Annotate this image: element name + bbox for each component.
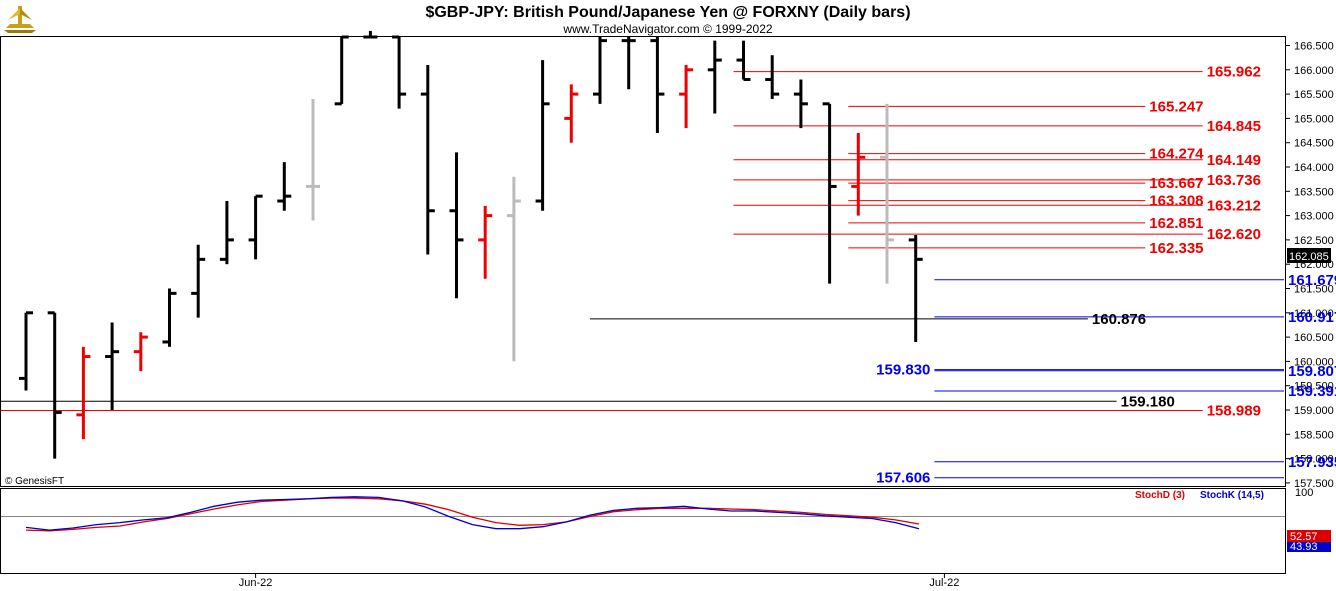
level-label: 164.845 <box>1207 118 1261 135</box>
price-tick-label: 159.500 <box>1294 381 1334 393</box>
stochd-legend: StochD (3) <box>1135 490 1185 501</box>
price-tick-label: 157.500 <box>1294 478 1334 490</box>
price-tick-label: 162.500 <box>1294 235 1334 247</box>
stochd-value-tag: 52.57 <box>1290 531 1318 543</box>
price-tick-label: 166.000 <box>1294 65 1334 77</box>
stoch-panel-frame <box>0 488 1286 574</box>
date-axis: Jun-22 Jul-22 <box>239 574 959 589</box>
price-tick-label: 160.000 <box>1294 356 1334 368</box>
chart-title: $GBP-JPY: British Pound/Japanese Yen @ F… <box>425 4 910 21</box>
price-tick-label: 163.000 <box>1294 211 1334 223</box>
level-label: 162.620 <box>1207 226 1261 243</box>
price-tick-label: 165.000 <box>1294 113 1334 125</box>
level-label: 157.935 <box>1288 454 1336 471</box>
stochk-value-tag-bg <box>1287 540 1331 552</box>
level-label: 162.851 <box>1149 215 1203 232</box>
date-tick-label: Jun-22 <box>239 577 273 589</box>
level-label: 159.830 <box>876 362 930 379</box>
level-label: 163.667 <box>1149 175 1203 192</box>
level-label: 164.274 <box>1149 146 1204 163</box>
level-label: 159.807 <box>1288 363 1336 380</box>
price-tick-label: 159.000 <box>1294 405 1334 417</box>
price-tick-label: 161.500 <box>1294 284 1334 296</box>
level-label: 159.391 <box>1288 383 1336 400</box>
stoch-series-line <box>25 496 920 531</box>
level-label: 165.247 <box>1149 98 1203 115</box>
watermark: © GenesisFT <box>5 476 64 487</box>
level-label: 160.876 <box>1092 311 1146 328</box>
level-label: 158.989 <box>1207 403 1261 420</box>
price-tick-label: 158.000 <box>1294 454 1334 466</box>
level-label: 163.736 <box>1207 172 1261 189</box>
price-bars <box>19 30 923 459</box>
level-label: 163.308 <box>1149 193 1203 210</box>
date-tick-label: Jul-22 <box>929 577 959 589</box>
price-tick-label: 165.500 <box>1294 89 1334 101</box>
stoch-lines <box>25 496 920 532</box>
level-label: 162.335 <box>1149 240 1203 257</box>
last-price-tag-bg <box>1287 248 1331 263</box>
price-tick-label: 161.000 <box>1294 308 1334 320</box>
price-tick-label: 163.500 <box>1294 186 1334 198</box>
level-label: 157.606 <box>876 470 930 487</box>
chart-logo <box>4 6 36 33</box>
chart-subtitle: www.TradeNavigator.com © 1999-2022 <box>562 22 772 36</box>
price-tick-label: 166.500 <box>1294 41 1334 53</box>
level-label: 159.180 <box>1121 393 1175 410</box>
stochk-legend: StochK (14,5) <box>1200 490 1264 501</box>
price-tick-label: 164.500 <box>1294 138 1334 150</box>
stoch-axis-100: 100 <box>1295 487 1313 499</box>
level-label: 160.917 <box>1288 309 1336 326</box>
stoch-series-line <box>25 497 920 532</box>
stochd-value-tag-bg <box>1287 530 1331 542</box>
price-axis: 157.500 158.000 158.500 159.000 159.500 160.0… <box>1285 41 1334 490</box>
price-tick-label: 164.000 <box>1294 162 1334 174</box>
level-label: 163.212 <box>1207 197 1261 214</box>
last-price-tag: 162.085 <box>1289 251 1329 263</box>
price-panel-frame <box>0 36 1286 487</box>
price-tick-label: 160.500 <box>1294 332 1334 344</box>
level-label: 165.962 <box>1207 64 1261 81</box>
level-label: 161.679 <box>1288 272 1336 289</box>
price-tick-label: 158.500 <box>1294 429 1334 441</box>
stochk-value-tag: 43.93 <box>1290 541 1318 553</box>
level-label: 164.149 <box>1207 152 1261 169</box>
